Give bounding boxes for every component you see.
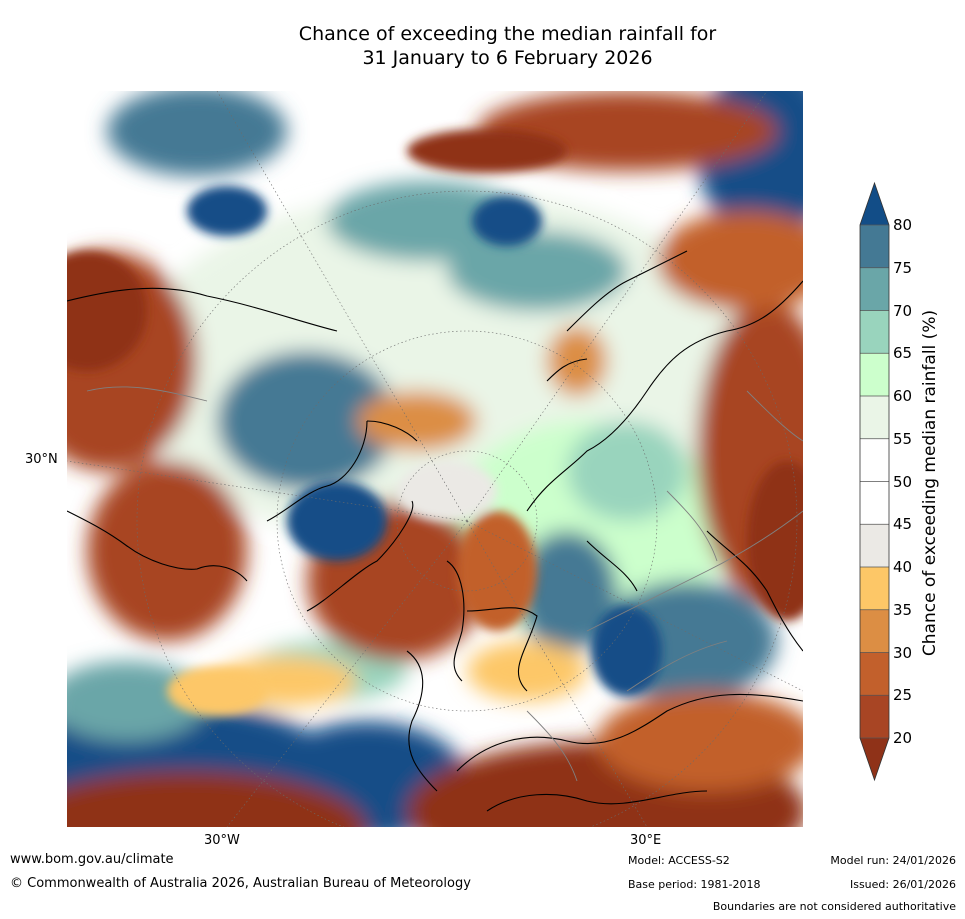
footer-issued: Issued: 26/01/2026 [849,878,956,891]
colorbar-bin-50-55 [860,438,889,482]
footer-model: Model: ACCESS-S2 [628,854,730,867]
colorbar-bin-75-80 [860,225,889,268]
colorbar-bins [860,183,889,780]
rainfall-map [67,91,803,827]
colorbar-tick-25: 25 [893,686,913,705]
colorbar-outline [859,181,890,782]
lat-label-30n: 30°N [25,452,58,467]
colorbar-bin-25-30 [860,652,889,696]
map-canvas [67,91,803,827]
coastlines [67,250,803,812]
probability-detail [67,129,803,716]
colorbar-bin-35-40 [860,567,889,610]
lon-label-30e: 30°E [630,833,662,848]
footer-website: www.bom.gov.au/climate [10,852,174,867]
title-line-2: 31 January to 6 February 2026 [362,47,653,69]
colorbar-bin-60-65 [860,353,889,396]
colorbar-tick-65: 65 [893,344,913,363]
colorbar-label: Chance of exceeding median rainfall (%) [920,309,940,657]
colorbar-tick-70: 70 [893,301,913,320]
colorbar-bin-30-35 [860,609,889,653]
colorbar-dividers [859,181,890,782]
colorbar-tick-45: 45 [893,515,913,534]
colorbar [859,181,890,782]
chart-title: Chance of exceeding the median rainfall … [0,22,965,70]
colorbar-bin-below-20 [860,738,889,780]
colorbar-bin-70-75 [860,267,889,311]
probability-field [67,91,803,827]
colorbar-bin-45-50 [860,481,889,525]
title-line-1: Chance of exceeding the median rainfall … [298,23,717,45]
colorbar-tick-60: 60 [893,387,913,405]
colorbar-tick-80: 80 [893,216,913,234]
colorbar-tick-20: 20 [893,729,913,747]
colorbar-bin-20-25 [860,695,889,738]
colorbar-tick-50: 50 [893,472,913,491]
colorbar-bin-55-60 [860,396,889,439]
country-borders [86,386,803,782]
colorbar-tick-30: 30 [893,643,913,662]
colorbar-tick-75: 75 [893,258,913,277]
colorbar-bin-above-80 [860,183,889,225]
colorbar-tick-40: 40 [893,558,913,576]
colorbar-bin-40-45 [860,524,889,567]
colorbar-tick-55: 55 [893,429,913,448]
graticule [67,91,803,827]
footer-copyright: © Commonwealth of Australia 2026, Austra… [10,876,471,891]
footer-model-run: Model run: 24/01/2026 [830,854,956,867]
footer-base-period: Base period: 1981-2018 [628,878,761,891]
colorbar-tick-35: 35 [893,600,913,619]
colorbar-bin-65-70 [860,310,889,354]
lon-label-30w: 30°W [204,833,240,848]
footer-disclaimer: Boundaries are not considered authoritat… [712,900,956,913]
